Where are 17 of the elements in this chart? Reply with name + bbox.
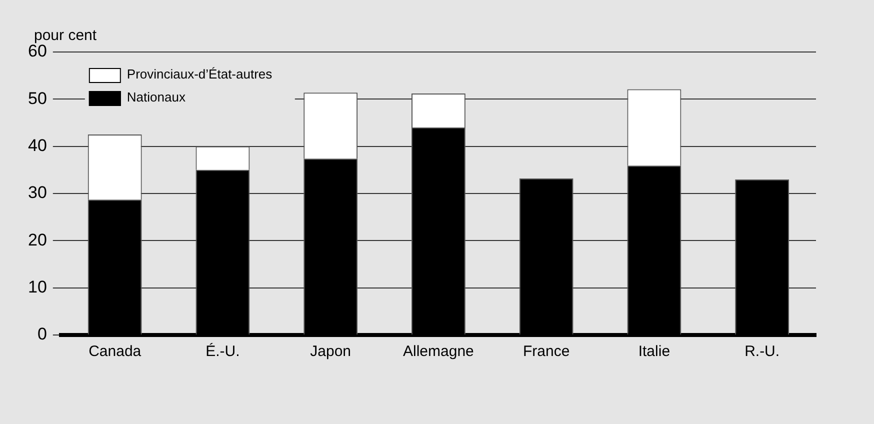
legend-label: Provinciaux-d’État-autres [126, 66, 273, 82]
y-tick-label: 60 [28, 42, 47, 61]
y-tick-label: 50 [28, 88, 47, 108]
y-tick-label: 40 [28, 136, 47, 156]
y-tick-label: 10 [28, 278, 47, 297]
x-tick-label: É.-U. [206, 342, 240, 360]
y-axis-title: pour cent [34, 27, 98, 44]
y-tick-label: 30 [28, 183, 47, 202]
x-tick-label: Allemagne [403, 343, 474, 360]
legend-label: Nationaux [126, 90, 186, 105]
x-tick-label: Italie [638, 343, 670, 360]
x-tick-label: France [522, 343, 570, 360]
x-tick-label: Canada [88, 343, 142, 360]
y-tick-label: 0 [37, 324, 47, 344]
x-tick-label: Japon [310, 343, 352, 360]
y-tick-label: 20 [28, 230, 47, 250]
x-tick-label: R.-U. [744, 343, 780, 360]
